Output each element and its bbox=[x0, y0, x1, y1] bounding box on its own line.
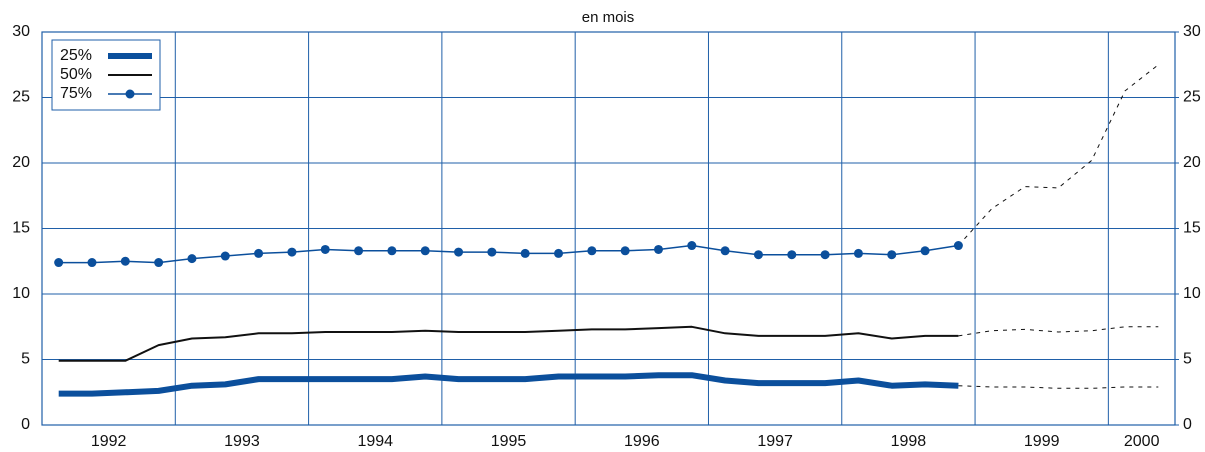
point bbox=[620, 246, 630, 256]
y-tick-label: 20 bbox=[12, 154, 30, 171]
y-tick-label: 0 bbox=[21, 416, 30, 433]
y-tick-label: 5 bbox=[21, 351, 30, 368]
point bbox=[653, 244, 663, 254]
y2-tick-label: 20 bbox=[1183, 154, 1201, 171]
point bbox=[154, 258, 164, 268]
x-tick-label: 1998 bbox=[891, 433, 927, 450]
series-line bbox=[58, 325, 959, 362]
y2-tick-label: 30 bbox=[1183, 23, 1201, 40]
point bbox=[254, 248, 264, 258]
y2-tick-label: 10 bbox=[1183, 285, 1201, 302]
legend-marker bbox=[125, 89, 135, 99]
point bbox=[720, 246, 730, 256]
point bbox=[287, 247, 297, 257]
point bbox=[520, 248, 530, 258]
point bbox=[87, 258, 97, 268]
point bbox=[354, 246, 364, 256]
point bbox=[420, 246, 430, 256]
chart-title: en mois bbox=[582, 9, 635, 26]
x-tick-label: 2000 bbox=[1124, 433, 1160, 450]
x-tick-label: 1995 bbox=[491, 433, 527, 450]
y2-tick-label: 15 bbox=[1183, 220, 1201, 237]
y-tick-label: 15 bbox=[12, 220, 30, 237]
plot-frame bbox=[41, 31, 1176, 426]
point bbox=[953, 241, 963, 251]
legend-label: 50% bbox=[60, 66, 92, 83]
x-tick-label: 1996 bbox=[624, 433, 660, 450]
point bbox=[753, 250, 763, 260]
y2-tick-label: 25 bbox=[1183, 89, 1201, 106]
point bbox=[487, 247, 497, 257]
projection-line bbox=[958, 385, 1159, 389]
point bbox=[387, 246, 397, 256]
legend: 25% 50% 75% bbox=[51, 39, 161, 111]
point bbox=[554, 248, 564, 258]
projection-line bbox=[958, 326, 1159, 337]
point bbox=[920, 246, 930, 256]
projection-line bbox=[958, 64, 1159, 246]
point bbox=[787, 250, 797, 260]
point bbox=[853, 248, 863, 258]
point bbox=[54, 258, 64, 268]
x-tick-label: 1994 bbox=[357, 433, 393, 450]
point bbox=[187, 254, 197, 264]
point bbox=[587, 246, 597, 256]
point bbox=[887, 250, 897, 260]
point bbox=[454, 247, 464, 257]
point bbox=[220, 251, 230, 261]
x-tick-label: 1993 bbox=[224, 433, 260, 450]
series-line bbox=[58, 244, 959, 264]
point bbox=[320, 244, 330, 254]
point bbox=[120, 256, 130, 266]
point bbox=[687, 241, 697, 251]
y-tick-label: 10 bbox=[12, 285, 30, 302]
legend-label: 75% bbox=[60, 85, 92, 102]
point bbox=[820, 250, 830, 260]
x-tick-label: 1999 bbox=[1024, 433, 1060, 450]
y-tick-label: 30 bbox=[12, 23, 30, 40]
x-tick-label: 1997 bbox=[757, 433, 793, 450]
legend-label: 25% bbox=[60, 47, 92, 64]
x-tick-label: 1992 bbox=[91, 433, 127, 450]
y2-tick-label: 0 bbox=[1183, 416, 1192, 433]
series-line bbox=[58, 372, 959, 397]
y2-tick-label: 5 bbox=[1183, 351, 1192, 368]
y-tick-label: 25 bbox=[12, 89, 30, 106]
